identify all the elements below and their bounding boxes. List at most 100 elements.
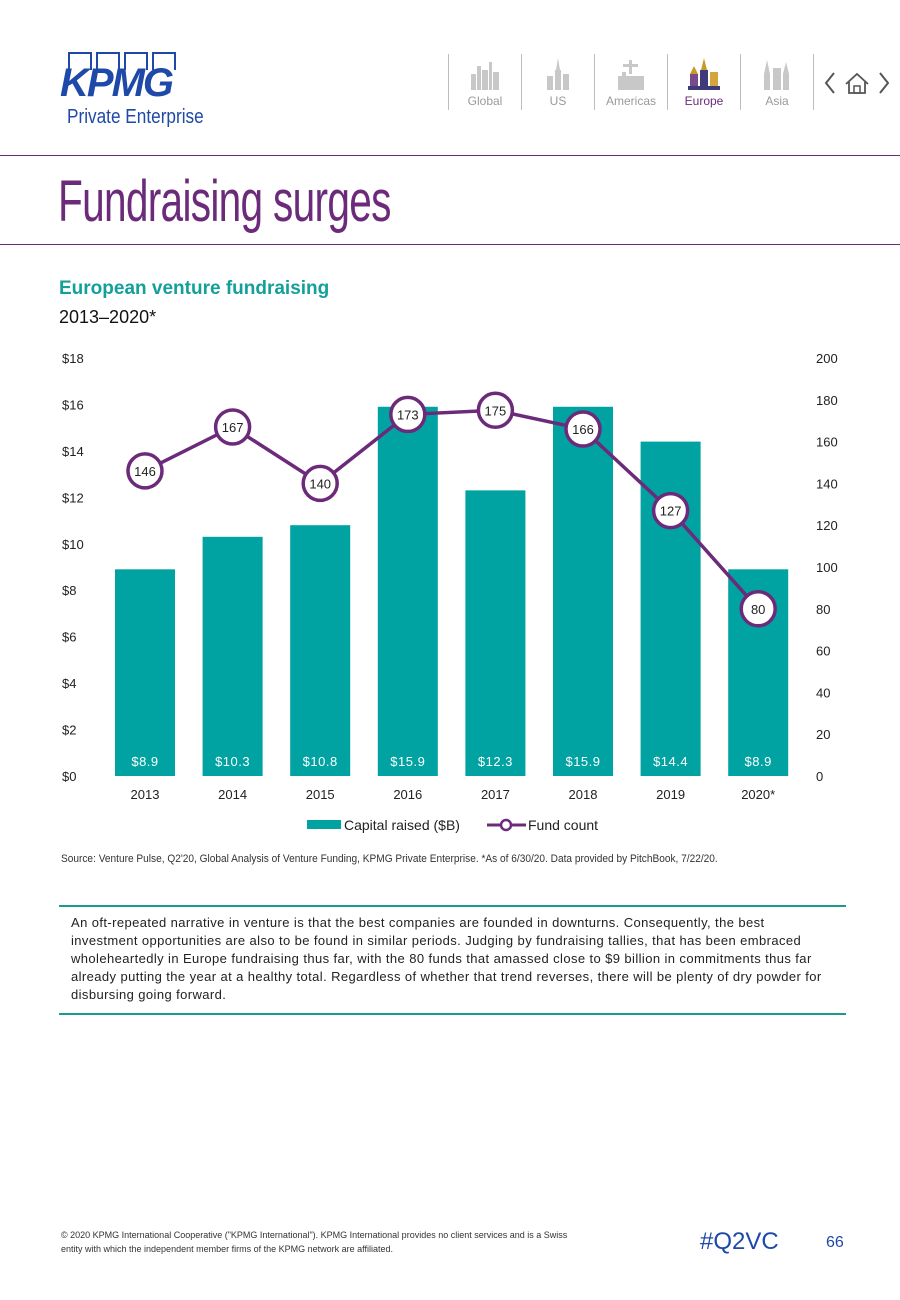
bar-value-label: $12.3: [478, 754, 513, 769]
next-page-icon[interactable]: [879, 72, 890, 94]
header-divider: [0, 155, 900, 156]
y-left-tick-label: $18: [62, 351, 84, 366]
fund-count-label: 146: [134, 464, 156, 479]
y-left-tick-label: $0: [62, 769, 76, 784]
x-axis: 2013 2014 2015 2016 2017 2018 2019 2020*: [131, 787, 776, 802]
page-title: Fundraising surges: [58, 169, 391, 234]
bar-value-label: $8.9: [745, 754, 772, 769]
bar-value-label: $15.9: [565, 754, 600, 769]
europe-skyline-icon: [688, 58, 720, 90]
y-right-tick-label: 200: [816, 351, 838, 366]
y-right-tick-label: 100: [816, 560, 838, 575]
y-right-tick-label: 0: [816, 769, 823, 784]
x-tick-label: 2016: [393, 787, 422, 802]
kpmg-logo: KPMG: [60, 61, 174, 105]
page-number: 66: [826, 1234, 844, 1251]
y-left-tick-label: $12: [62, 490, 84, 505]
bar: [290, 525, 351, 776]
x-tick-label: 2015: [306, 787, 335, 802]
bar-value-label: $15.9: [390, 754, 425, 769]
bar-value-label: $14.4: [653, 754, 688, 769]
legend-swatch-fundcount-marker: [499, 818, 513, 832]
fund-count-marker: [564, 410, 602, 448]
bar: [115, 569, 175, 776]
nav-label-americas: Americas: [605, 94, 656, 108]
bar: [465, 490, 526, 776]
bar-labels: $8.9 $10.3 $10.8 $15.9 $12.3 $15.9 $14.4 $8.9: [131, 754, 772, 769]
nav-controls: [824, 72, 890, 94]
logo-subtitle: Private Enterprise: [67, 106, 204, 128]
y-axis-left: $0 $2 $4 $6 $8 $10 $12 $14 $16 $18: [62, 351, 84, 784]
x-tick-label: 2017: [481, 787, 510, 802]
y-left-tick-label: $14: [62, 444, 84, 459]
title-divider: [0, 244, 900, 245]
nav-tab-asia[interactable]: Asia: [740, 54, 814, 110]
legal-footer: © 2020 KPMG International Cooperative ("…: [61, 1230, 568, 1254]
fund-count-label: 166: [572, 422, 594, 437]
fund-count-marker: [651, 491, 690, 530]
previous-page-icon[interactable]: [824, 72, 835, 94]
nav-label-global: Global: [467, 94, 503, 108]
fund-count-label: 127: [660, 504, 682, 519]
fund-count-marker: [213, 408, 252, 446]
y-left-tick-label: $2: [62, 723, 76, 738]
fund-count-marker: [301, 464, 339, 503]
x-tick-label: 2019: [656, 787, 685, 802]
region-nav: Global US Americas Europe Asia: [448, 54, 814, 110]
legend-label-fundcount: Fund count: [528, 817, 598, 833]
fundraising-chart: $0 $2 $4 $6 $8 $10 $12 $14 $16 $18 0 20 40 60 80 100 12…: [62, 351, 838, 833]
chart-title: European venture fundraising: [59, 278, 330, 299]
bar: [553, 406, 613, 776]
y-left-tick-label: $6: [62, 630, 76, 645]
y-right-tick-label: 160: [816, 435, 838, 450]
bar-value-label: $10.3: [215, 754, 250, 769]
nav-tab-us[interactable]: US: [521, 54, 594, 110]
fund-count-marker: [389, 395, 427, 434]
y-right-tick-label: 60: [816, 644, 830, 659]
y-right-tick-label: 80: [816, 602, 830, 617]
chart-subtitle: 2013–2020*: [59, 307, 157, 327]
global-skyline-icon: [471, 62, 499, 90]
x-tick-label: 2020*: [741, 787, 775, 802]
source-note: Source: Venture Pulse, Q2'20, Global Ana…: [61, 853, 718, 865]
narrative-text: An oft-repeated narrative in venture is …: [59, 905, 846, 1015]
bar: [377, 406, 438, 776]
kpmg-logo-boxes: [68, 52, 176, 70]
bar-value-label: $8.9: [131, 754, 158, 769]
chart-legend: Capital raised ($B) Fund count: [307, 817, 598, 833]
y-left-tick-label: $4: [62, 676, 76, 691]
fund-count-marker: [739, 590, 777, 628]
hashtag[interactable]: #Q2VC: [700, 1228, 779, 1255]
y-left-tick-label: $16: [62, 397, 84, 412]
fund-count-label: 140: [309, 476, 331, 491]
nav-label-europe: Europe: [684, 94, 724, 108]
line-series: 146 167 140 173 175 166 127 80: [126, 391, 777, 628]
bar-value-label: $10.8: [303, 754, 338, 769]
bar: [202, 536, 263, 776]
legend-swatch-capital: [307, 820, 341, 829]
fund-count-marker: [476, 391, 515, 429]
fund-count-label: 175: [485, 403, 507, 418]
home-icon[interactable]: [845, 72, 869, 94]
x-tick-label: 2013: [131, 787, 160, 802]
y-right-tick-label: 140: [816, 476, 838, 491]
y-left-tick-label: $10: [62, 537, 84, 552]
asia-skyline-icon: [764, 60, 789, 90]
nav-label-asia: Asia: [765, 94, 789, 108]
fund-count-label: 80: [751, 602, 765, 617]
legend-label-capital: Capital raised ($B): [344, 817, 460, 833]
y-right-tick-label: 40: [816, 685, 830, 700]
y-right-tick-label: 180: [816, 393, 838, 408]
fund-count-label: 173: [397, 407, 419, 422]
americas-skyline-icon: [618, 60, 644, 90]
y-left-tick-label: $8: [62, 583, 76, 598]
bar-series: [115, 406, 789, 776]
y-right-tick-label: 20: [816, 727, 830, 742]
fund-count-label: 167: [222, 420, 244, 435]
us-skyline-icon: [547, 58, 569, 90]
x-tick-label: 2018: [569, 787, 598, 802]
nav-tab-global[interactable]: Global: [448, 54, 521, 110]
y-right-tick-label: 120: [816, 518, 838, 533]
nav-tab-americas[interactable]: Americas: [594, 54, 667, 110]
nav-tab-europe[interactable]: Europe: [667, 54, 740, 110]
